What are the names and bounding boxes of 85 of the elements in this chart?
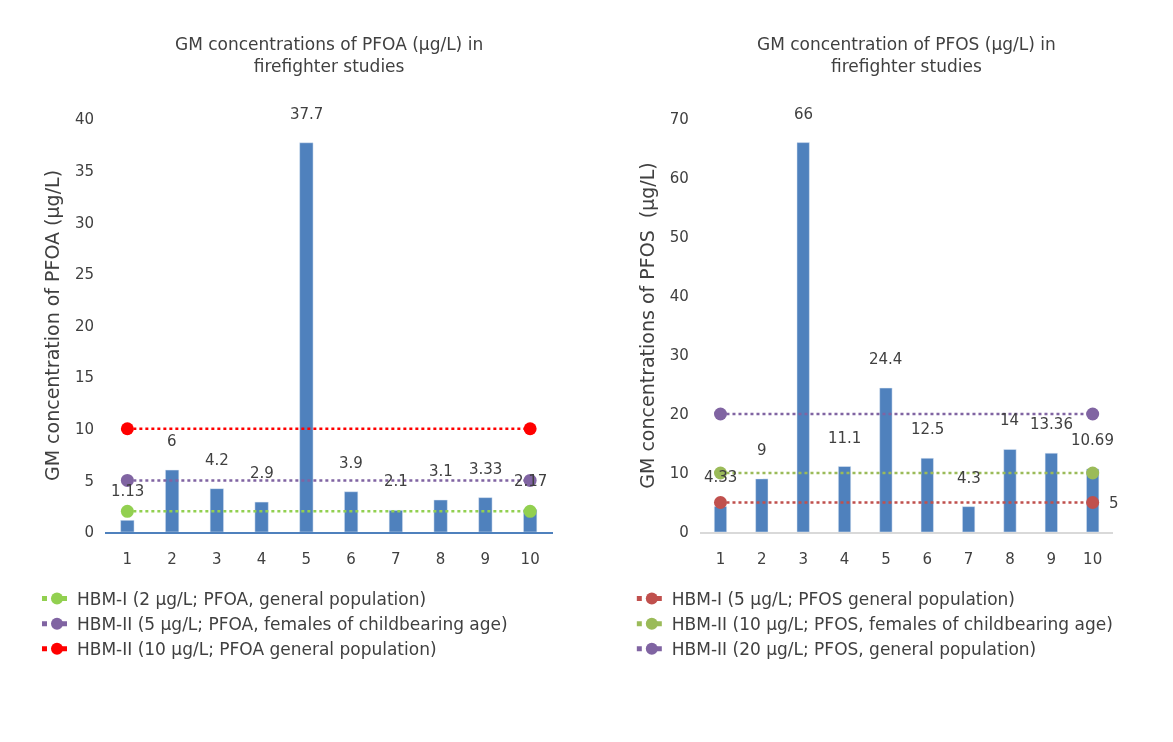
point: [1086, 466, 1100, 480]
y-tick-label: 60: [669, 169, 689, 188]
data-label: 6: [167, 432, 177, 450]
y-tick-label: 30: [74, 213, 94, 232]
data-label: 4.33: [704, 468, 738, 486]
y-tick-label: 40: [74, 110, 94, 129]
point: [1086, 407, 1100, 421]
legend-label: HBM-II (20 µg/L; PFOS, general population): [671, 639, 1037, 660]
x-tick-label: 6: [346, 550, 356, 568]
data-label: 9: [757, 441, 767, 459]
data-label: 1.13: [111, 482, 145, 500]
y-tick-label: 0: [84, 523, 94, 542]
legend-label: HBM-I (2 µg/L; PFOA, general population): [76, 589, 427, 610]
point: [523, 504, 537, 518]
x-tick-label: 1: [715, 550, 726, 568]
data-label: 10.69: [1071, 431, 1114, 449]
legend-label: HBM-I (5 µg/L; PFOS general population): [671, 589, 1015, 610]
legend-label: HBM-II (10 µg/L; PFOS, females of childbearing age): [671, 614, 1113, 635]
data-label: 11.1: [828, 429, 862, 447]
data-label: 3.9: [339, 454, 363, 472]
x-tick-label: 2: [757, 550, 767, 568]
chart-title: GM concentration of PFOS (µg/L) in firefighter studies: [757, 34, 1056, 77]
y-axis-title: GM concentrations of PFOS (µg/L): [635, 162, 658, 489]
data-label: 12.5: [911, 420, 945, 438]
data-label: 4.3: [957, 469, 981, 487]
data-label: 3.33: [469, 460, 503, 478]
x-tick-label: 8: [435, 550, 446, 568]
x-tick-label: 6: [922, 550, 933, 568]
x-tick-label: 9: [1046, 550, 1057, 568]
x-tick-label: 4: [839, 550, 850, 568]
data-label: 4.2: [205, 451, 229, 469]
bar: [1044, 452, 1058, 532]
x-tick-label: 10: [520, 550, 540, 568]
y-tick-label: 10: [669, 464, 689, 483]
y-axis-title: GM concentration of PFOA (µg/L): [40, 169, 63, 482]
x-tick-label: 3: [798, 550, 808, 568]
point: [1086, 496, 1100, 509]
y-tick-label: 25: [74, 265, 94, 284]
x-tick-label: 7: [391, 550, 401, 568]
x-tick-label: 2: [167, 550, 177, 568]
x-tick-label: 9: [480, 550, 491, 568]
x-tick-label: 10: [1083, 550, 1103, 568]
x-tick-label: 5: [301, 550, 312, 568]
data-label: 13.36: [1030, 415, 1073, 433]
data-label: 66: [794, 105, 814, 123]
y-tick-label: 15: [74, 368, 94, 387]
y-tick-label: 10: [74, 420, 94, 438]
chart-title: GM concentrations of PFOA (µg/L) in firefighter studies: [175, 34, 484, 77]
x-tick-label: 1: [122, 550, 133, 568]
bar: [714, 506, 727, 532]
bar: [962, 506, 976, 532]
x-tick-label: 4: [256, 550, 267, 568]
point: [120, 422, 134, 436]
point: [713, 407, 727, 421]
data-label: 14: [1000, 411, 1020, 429]
y-tick-label: 5: [84, 471, 94, 490]
bar: [755, 478, 769, 532]
data-label: 2.9: [250, 464, 274, 482]
y-tick-label: 50: [669, 228, 689, 247]
x-tick-label: 7: [963, 550, 974, 568]
bar: [796, 142, 810, 532]
point: [523, 422, 537, 436]
x-tick-label: 8: [1005, 550, 1015, 568]
y-tick-label: 20: [74, 316, 94, 335]
bar: [1003, 449, 1017, 532]
y-tick-label: 35: [74, 161, 94, 180]
bar: [879, 387, 893, 532]
y-tick-label: 40: [669, 287, 689, 306]
legend-label: HBM-II (10 µg/L; PFOA general population): [76, 639, 437, 660]
data-label: 3.1: [429, 462, 453, 480]
bar: [838, 466, 851, 532]
point: [713, 496, 727, 509]
x-tick-label: 3: [212, 550, 222, 568]
y-tick-label: 20: [669, 405, 689, 424]
data-label: 2.1: [384, 472, 408, 490]
legend-label: HBM-II (5 µg/L; PFOA, females of childbearing age): [76, 614, 508, 635]
y-tick-label: 30: [669, 346, 689, 365]
data-label: 24.4: [869, 350, 903, 368]
data-label: 37.7: [290, 105, 324, 123]
point: [120, 504, 134, 518]
bar: [920, 458, 934, 532]
y-tick-label: 0: [679, 523, 689, 542]
x-tick-label: 5: [881, 550, 891, 568]
annotation: 5: [1109, 494, 1119, 512]
y-tick-label: 70: [669, 110, 689, 129]
